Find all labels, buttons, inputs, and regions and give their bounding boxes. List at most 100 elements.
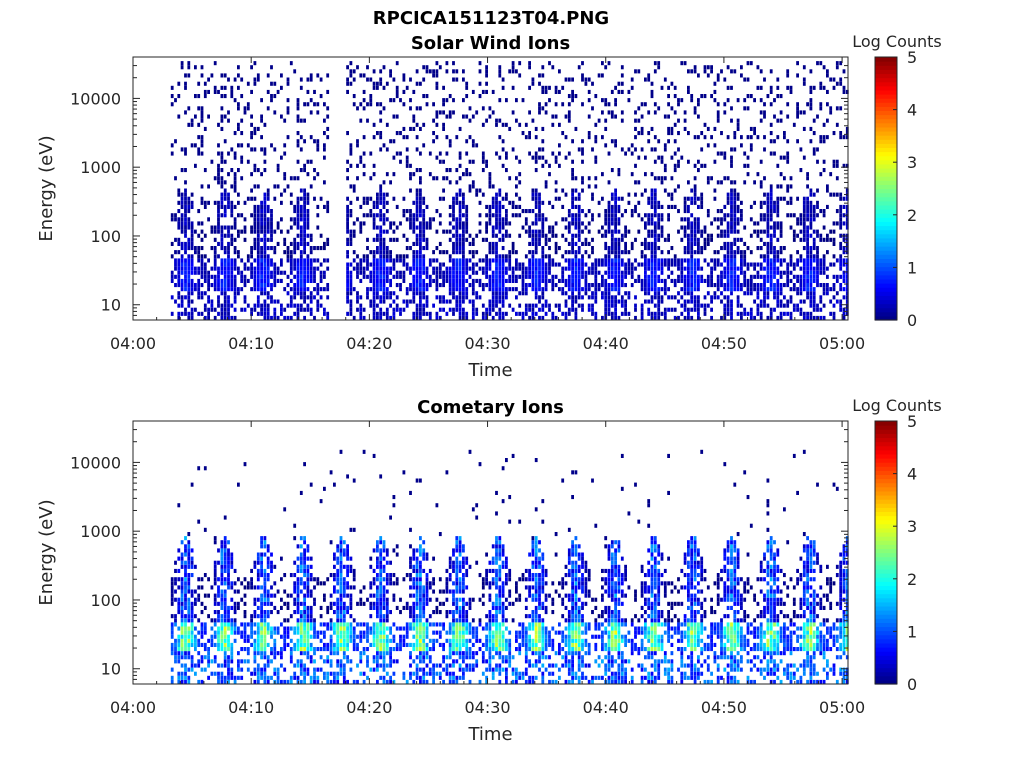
heatmap-cell [594,287,598,292]
heatmap-cell [313,295,316,300]
heatmap-cell [177,556,181,561]
heatmap-cell [544,303,548,308]
heatmap-cell [796,61,799,66]
heatmap-cell [620,303,624,308]
heatmap-cell [667,131,670,136]
heatmap-cell [505,311,508,316]
heatmap-cell [567,274,571,279]
heatmap-cell [819,299,823,304]
heatmap-cell [481,192,485,197]
heatmap-cell [567,241,571,246]
heatmap-cell [190,659,194,664]
heatmap-cell [415,168,419,173]
heatmap-cell [184,311,187,316]
heatmap-cell [379,233,383,238]
heatmap-cell [653,315,657,320]
heatmap-cell [203,303,207,308]
heatmap-cell [468,184,472,189]
heatmap-cell [528,151,531,156]
heatmap-cell [184,151,187,156]
heatmap-cell [392,258,396,263]
heatmap-cell [587,77,591,82]
heatmap-cell [184,229,187,234]
heatmap-cell [634,278,637,283]
heatmap-cell [303,118,306,123]
heatmap-cell [720,270,723,275]
heatmap-cell [402,233,406,238]
heatmap-cell [567,311,571,316]
heatmap-cell [677,159,680,164]
heatmap-cell [749,94,753,99]
heatmap-cell [415,188,419,193]
heatmap-cell [369,176,373,181]
heatmap-cell [276,299,280,304]
heatmap-cell [445,114,449,119]
heatmap-cell [299,135,303,140]
heatmap-cell [233,155,237,160]
heatmap-cell [213,536,217,541]
heatmap-cell [412,217,416,222]
heatmap-cell [409,283,412,288]
heatmap-cell [316,213,320,218]
heatmap-cell [713,159,717,164]
heatmap-cell [531,192,535,197]
heatmap-cell [650,204,654,209]
heatmap-cell [693,106,697,111]
heatmap-cell [356,295,359,300]
heatmap-cell [462,69,465,74]
heatmap-cell [749,311,753,316]
heatmap-cell [640,114,644,119]
heatmap-cell [693,229,697,234]
heatmap-cell [455,299,459,304]
heatmap-cell [382,295,386,300]
heatmap-cell [419,229,422,234]
heatmap-cell [548,254,551,259]
heatmap-cell [617,262,621,267]
heatmap-cell [184,85,187,90]
heatmap-cell [197,585,201,590]
heatmap-cell [462,237,465,242]
heatmap-cell [746,155,750,160]
heatmap-cell [534,287,538,292]
heatmap-cell [845,163,849,168]
heatmap-cell [647,262,651,267]
heatmap-cell [187,241,191,246]
heatmap-cell [366,65,369,70]
heatmap-cell [597,118,601,123]
heatmap-cell [187,647,191,652]
heatmap-cells [170,61,849,320]
heatmap-cell [352,233,356,238]
heatmap-cell [779,270,783,275]
heatmap-cell [574,213,578,218]
heatmap-cell [223,659,227,664]
heatmap-cell [743,254,747,259]
heatmap-cell [498,311,502,316]
heatmap-cell [203,667,207,672]
heatmap-cell [303,250,306,255]
heatmap-cell [746,163,750,168]
heatmap-cell [597,283,601,288]
heatmap-cell [730,270,733,275]
heatmap-cell [601,315,604,320]
heatmap-cell [687,262,690,267]
heatmap-cell [419,283,422,288]
heatmap-cell [227,196,230,201]
heatmap-cell [187,626,191,631]
heatmap-cell [475,278,479,283]
heatmap-cell [799,237,803,242]
heatmap-cell [647,110,651,115]
heatmap-cell [263,262,267,267]
heatmap-cell [733,241,737,246]
heatmap-cell [174,647,177,652]
heatmap-cell [634,315,637,320]
heatmap-cell [700,246,704,251]
heatmap-cell [289,315,293,320]
heatmap-cell [303,225,306,230]
heatmap-cell [511,270,515,275]
heatmap-cell [495,217,498,222]
colorbar-segment [875,139,897,144]
heatmap-cell [571,266,574,271]
heatmap-cell [223,225,227,230]
heatmap-cell [475,188,479,193]
heatmap-cell [746,291,750,296]
